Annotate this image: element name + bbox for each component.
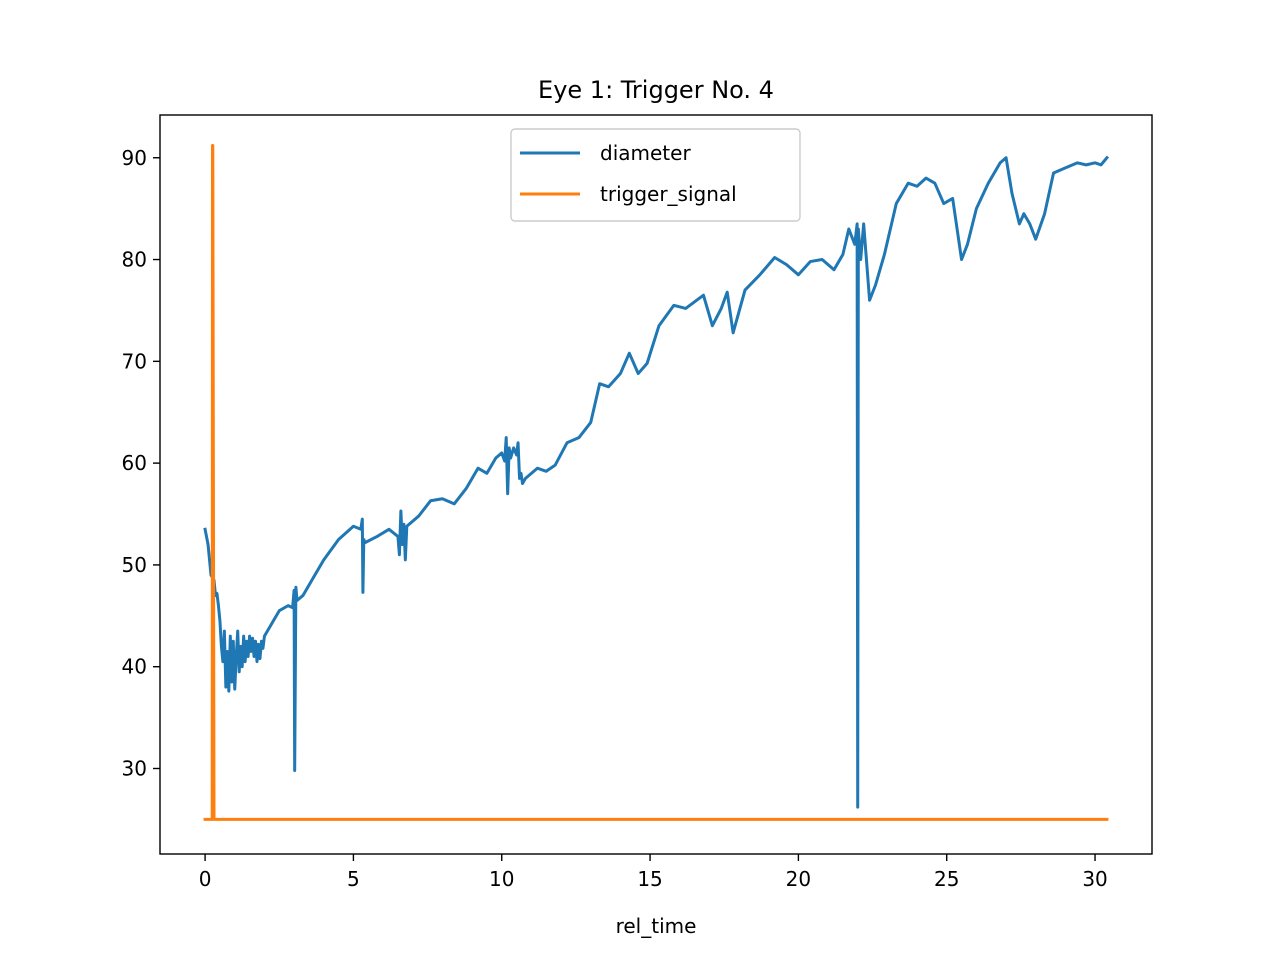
x-tick-label: 0	[199, 867, 212, 891]
y-tick-label: 40	[122, 655, 147, 679]
legend-label-diameter: diameter	[600, 141, 691, 165]
y-tick-label: 80	[122, 248, 147, 272]
y-axis: 30 40 50 60 70 80 90	[122, 146, 160, 780]
x-axis: 0 5 10 15 20 25 30	[199, 854, 1108, 891]
x-tick-label: 10	[489, 867, 514, 891]
legend-box	[510, 128, 801, 222]
plot-area	[159, 114, 1153, 855]
x-axis-title: rel_time	[616, 914, 697, 938]
x-tick-label: 20	[786, 867, 811, 891]
x-tick-label: 30	[1082, 867, 1107, 891]
series-line-trigger-signal	[203, 144, 1109, 821]
chart-title: Eye 1: Trigger No. 4	[538, 76, 774, 104]
y-tick-label: 70	[122, 349, 147, 373]
legend: diameter trigger_signal	[510, 128, 801, 222]
x-tick-label: 15	[637, 867, 662, 891]
y-tick-label: 50	[122, 553, 147, 577]
plot-frame	[159, 114, 1153, 855]
x-tick-label: 25	[934, 867, 959, 891]
y-tick-label: 60	[122, 451, 147, 475]
y-tick-label: 30	[122, 756, 147, 780]
series-layer	[203, 144, 1110, 821]
series-line-diameter	[203, 155, 1110, 809]
y-tick-label: 90	[122, 146, 147, 170]
legend-label-trigger-signal: trigger_signal	[600, 182, 737, 206]
x-tick-label: 5	[347, 867, 360, 891]
